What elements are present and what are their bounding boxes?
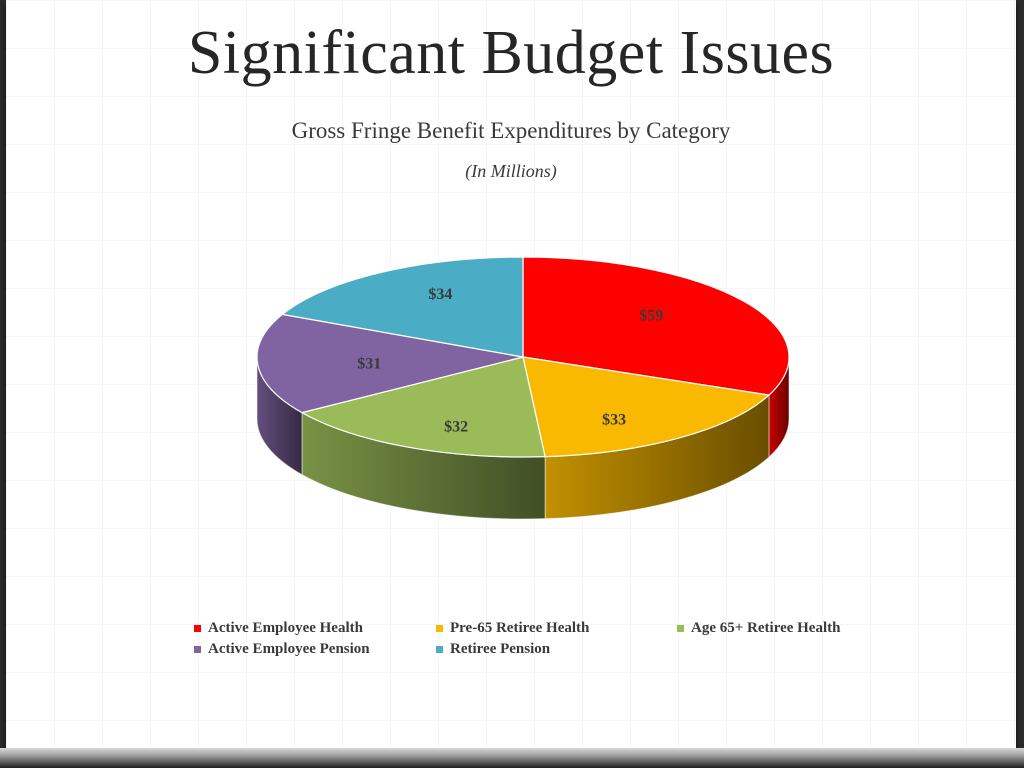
pie-data-label-2: $33 xyxy=(602,411,626,428)
pie-slice-1 xyxy=(522,256,790,396)
legend-swatch-3 xyxy=(677,625,684,632)
legend-label-5: Retiree Pension xyxy=(450,641,551,657)
legend-label-2: Pre-65 Retiree Health xyxy=(450,620,590,636)
chart-title: Gross Fringe Benefit Expenditures by Cat… xyxy=(291,118,731,143)
legend-label-3: Age 65+ Retiree Health xyxy=(691,620,841,636)
pie-slice-4 xyxy=(256,313,524,414)
legend-swatch-5 xyxy=(436,646,443,653)
legend-label-4: Active Employee Pension xyxy=(208,641,370,657)
legend-entry-2: Pre-65 Retiree Health xyxy=(436,620,677,637)
legend-entry-4: Active Employee Pension xyxy=(194,641,436,658)
pie-slice-3 xyxy=(300,356,546,458)
legend-label-1: Active Employee Health xyxy=(208,620,363,636)
pie-data-label-4: $31 xyxy=(357,356,381,373)
legend-swatch-1 xyxy=(194,625,201,632)
legend-swatch-4 xyxy=(194,646,201,653)
pie-data-label-5: $34 xyxy=(428,286,452,303)
legend-entry-3: Age 65+ Retiree Health xyxy=(677,620,914,637)
legend-entry-5: Retiree Pension xyxy=(436,641,677,658)
chart-subtitle: (In Millions) xyxy=(465,161,557,181)
slide-bottom-bar xyxy=(0,748,1024,768)
pie-slice-2 xyxy=(522,356,771,458)
legend-entry-1: Active Employee Health xyxy=(194,620,436,637)
pie-data-label-3: $32 xyxy=(444,419,468,436)
pie-data-label-1: $59 xyxy=(639,308,663,325)
pie-slice-5 xyxy=(280,256,524,358)
slide-title: Significant Budget Issues xyxy=(187,19,835,87)
chart-legend: Active Employee Health Pre-65 Retiree Hea… xyxy=(194,620,914,658)
legend-swatch-2 xyxy=(436,625,443,632)
